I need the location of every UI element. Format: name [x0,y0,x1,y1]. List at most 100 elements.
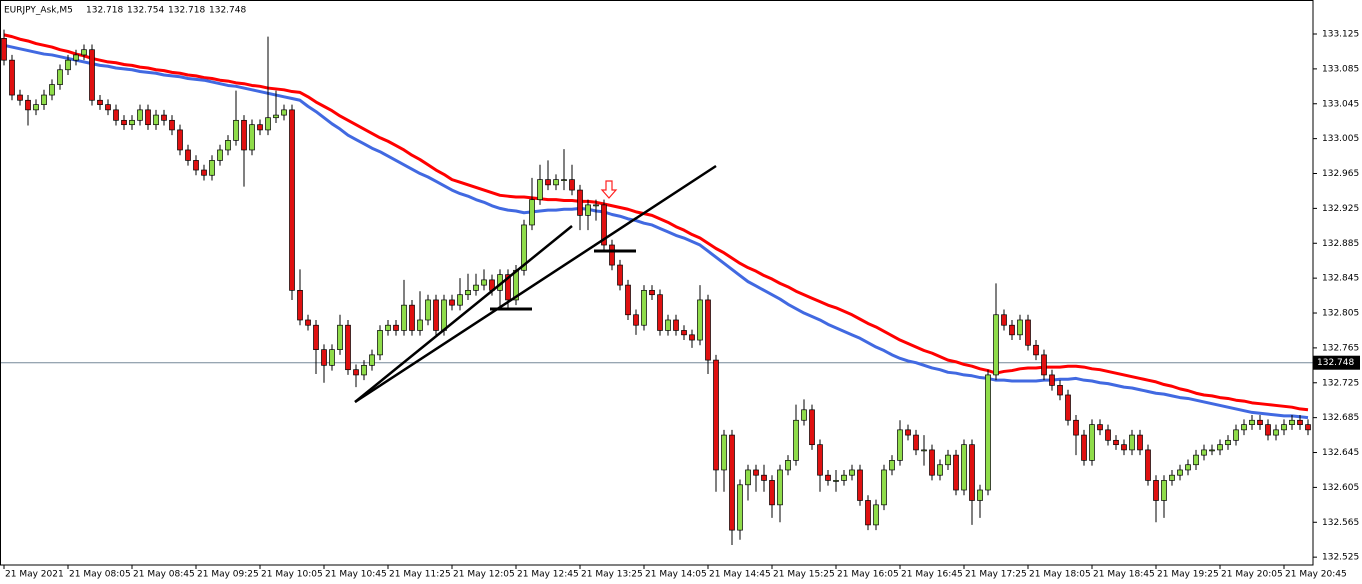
candle-body [729,434,735,531]
candle-body [201,169,207,176]
candle-body [369,354,375,366]
candle-body [385,324,391,331]
y-tick-label: 133.005 [1322,134,1359,144]
candle-body [473,284,479,291]
y-tick-label: 132.645 [1322,448,1359,458]
symbol-title: EURJPY_Ask,M5 [4,6,73,16]
candle-body [1057,385,1063,396]
y-tick-label: 132.765 [1322,343,1359,353]
candle-body [425,299,431,321]
candle-body [1121,444,1127,451]
candle-body [161,114,167,121]
candle-body [449,299,455,306]
candle-body [89,49,95,101]
plot-frame [0,0,1314,566]
candle-body [953,454,959,491]
x-tick-label: 21 May 08:05 [69,570,131,580]
candle-body [1113,439,1119,446]
candle-body [913,434,919,451]
candle-body [137,109,143,121]
candle-body [825,474,831,481]
candle-body [345,324,351,371]
candle-body [361,364,367,376]
candle-body [49,84,55,96]
candle-body [329,349,335,366]
candle-body [737,484,743,531]
candle-body [961,444,967,491]
moving-average [3,43,1309,420]
candle-body [753,469,759,476]
candle-body [225,140,231,151]
candle-body [649,289,655,296]
candle-body [945,454,951,466]
candle-body [17,94,23,101]
candle-body [1073,419,1079,436]
candle-body [289,109,295,291]
candle-body [761,474,767,481]
x-tick-label: 21 May 14:05 [645,570,707,580]
y-tick-label: 133.085 [1322,64,1359,74]
y-tick-label: 132.965 [1322,169,1359,179]
x-tick-label: 21 May 19:25 [1157,570,1219,580]
candle-body [177,129,183,151]
candle-body [697,299,703,341]
x-tick-label: 21 May 12:45 [517,570,579,580]
x-tick-label: 21 May 18:05 [1029,570,1091,580]
candle-body [353,369,359,376]
x-tick-label: 21 May 09:25 [197,570,259,580]
trend-line [354,164,717,404]
candle-body [681,330,687,336]
candle-body [625,284,631,316]
y-tick-label: 132.725 [1322,378,1359,388]
y-tick-label: 132.605 [1322,483,1359,493]
candle-body [1217,444,1223,451]
price-label: 132.748 [1317,358,1354,368]
candle-body [569,179,575,191]
candle-body [1017,319,1023,336]
plot-area [0,29,1313,545]
candle-body [985,374,991,491]
candle-body [241,119,247,151]
candle-body [457,294,463,306]
candle-body [1105,429,1111,441]
candle-body [273,114,279,119]
drawings [354,164,717,404]
candle-body [1145,449,1151,481]
candle-body [409,304,415,331]
candle-body [1169,474,1175,481]
x-tick-label: 21 May 17:25 [965,570,1027,580]
candle-body [553,179,559,186]
candle-body [641,289,647,326]
candle-body [145,109,151,126]
candle-body [321,349,327,366]
candle-body [257,124,263,131]
candle-body [937,464,943,476]
candle-body [1233,429,1239,441]
candle-body [281,109,287,116]
candle-body [897,429,903,461]
candle-body [689,334,695,341]
candle-body [81,49,87,56]
candle-body [769,480,775,506]
candle-body [721,434,727,471]
candle-body [1041,354,1047,376]
candle-body [377,330,383,356]
candle-body [417,319,423,331]
candle-body [1289,419,1295,425]
candle-body [1305,424,1311,431]
candle-body [601,204,607,246]
y-tick-label: 132.925 [1322,204,1359,214]
candle-body [193,160,199,171]
candle-body [153,114,159,126]
candle-body [401,304,407,331]
candle-body [921,449,927,452]
x-tick-label: 21 May 10:45 [325,570,387,580]
moving-average [3,33,1309,412]
y-tick-label: 133.125 [1322,30,1359,40]
x-tick-label: 21 May 20:05 [1221,570,1283,580]
candle-body [1281,424,1287,431]
y-tick-label: 132.845 [1322,274,1359,284]
candle-body [561,179,567,181]
candle-body [849,469,855,476]
price-label-box [1313,355,1360,370]
